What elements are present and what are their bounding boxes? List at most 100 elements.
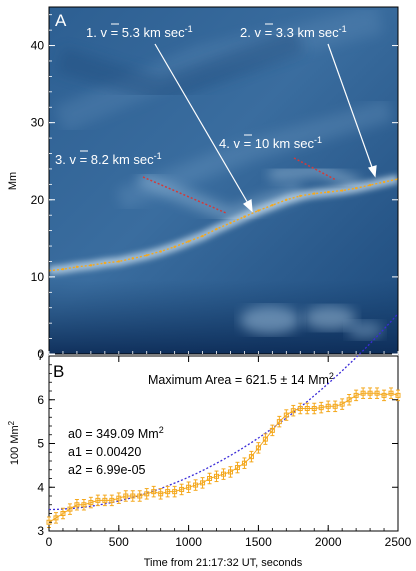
area-point <box>67 506 73 512</box>
panel-a: A 1. v = 5.3 km sec-1 2. v = 3.3 km sec-… <box>7 6 399 361</box>
track-point <box>187 240 190 243</box>
x-tick-label: 1000 <box>175 535 202 549</box>
annotation-2-prefix: 2. <box>240 25 254 40</box>
panel-a-frame <box>48 6 399 355</box>
fit-curve <box>49 313 399 511</box>
area-point <box>130 493 136 499</box>
red-track-3 <box>142 176 227 214</box>
area-point <box>304 406 310 411</box>
annotation-4-prefix: 4. <box>219 136 233 151</box>
svg-text:1. v = 5.3 km sec-1: 1. v = 5.3 km sec-1 <box>86 24 193 40</box>
panel-b-label: B <box>53 362 64 381</box>
area-point <box>255 445 261 451</box>
panel-a-label: A <box>55 11 67 30</box>
area-point <box>200 480 206 486</box>
max-area-text: Maximum Area = 621.5 ± 14 Mm2 <box>148 371 334 387</box>
b-y-tick-label: 5 <box>37 437 44 451</box>
area-point <box>53 515 59 521</box>
y-tick-label: 20 <box>31 193 45 207</box>
area-point <box>297 406 303 411</box>
area-point <box>179 486 185 492</box>
track-point <box>201 234 204 238</box>
panel-b: B Maximum Area = 621.5 ± 14 Mm2 a0 = 349… <box>7 313 412 569</box>
b-y-tick-label: 3 <box>37 524 44 538</box>
max-area-exp: 2 <box>329 371 334 381</box>
track-point <box>243 215 246 218</box>
fit-a2: a2 = 6.99e-05 <box>68 463 146 477</box>
x-axis-label: Time from 21:17:32 UT, seconds <box>144 557 303 569</box>
annotation-3: 3. v = 8.2 km sec-1 <box>55 150 162 167</box>
area-point <box>214 473 220 479</box>
area-point <box>381 392 387 398</box>
area-point <box>88 500 94 506</box>
area-point <box>207 476 213 481</box>
x-tick-label: 1500 <box>245 535 272 549</box>
annotation-1-value: = 5.3 km sec <box>107 25 185 40</box>
annotation-4-value: = 10 km sec <box>240 136 315 151</box>
area-point <box>193 482 199 488</box>
track-point <box>271 203 274 207</box>
x-tick-label: 2500 <box>385 535 412 549</box>
area-point <box>137 493 143 499</box>
area-point <box>116 495 122 501</box>
area-point <box>367 390 373 396</box>
area-point <box>311 406 317 411</box>
area-point <box>158 491 164 497</box>
area-point <box>262 436 268 442</box>
svg-text:3. v = 8.2 km sec-1: 3. v = 8.2 km sec-1 <box>55 151 162 167</box>
annotation-3-value: = 8.2 km sec <box>76 152 154 167</box>
area-point <box>74 502 80 508</box>
area-point <box>172 489 178 495</box>
area-point <box>269 427 275 433</box>
area-point <box>395 392 401 398</box>
area-point <box>241 460 247 466</box>
track-point <box>103 261 107 265</box>
annotation-2-value: = 3.3 km sec <box>261 25 339 40</box>
area-point <box>325 403 331 409</box>
y-tick-label: 30 <box>31 116 45 130</box>
area-point <box>109 497 115 503</box>
annotation-2-v: v <box>254 25 261 40</box>
annotation-4: 4. v = 10 km sec-1 <box>219 134 322 151</box>
track-point <box>75 265 79 269</box>
annotation-2-exp: -1 <box>339 24 347 34</box>
x-tick-label: 2000 <box>315 535 342 549</box>
track-point <box>145 254 148 257</box>
fit-a0-value: a0 = 349.09 Mm <box>68 427 159 441</box>
annotation-3-v: v <box>69 152 76 167</box>
area-point <box>374 390 380 396</box>
panel-a-y-axis: 0 10 20 30 40 <box>31 14 399 361</box>
x-tick-label: 0 <box>46 535 53 549</box>
annotation-1-prefix: 1. <box>86 25 100 40</box>
annotation-1: 1. v = 5.3 km sec-1 <box>86 23 193 40</box>
panel-a-track <box>49 177 398 272</box>
y-tick-label: 0 <box>37 347 44 361</box>
track-point <box>257 209 260 212</box>
track-point <box>229 221 232 225</box>
track-point <box>117 260 121 263</box>
track-point <box>173 245 176 249</box>
fit-a0-exp: 2 <box>159 425 164 435</box>
track-point <box>313 192 316 195</box>
area-point <box>81 502 87 508</box>
area-point <box>360 390 366 396</box>
track-point <box>131 257 134 260</box>
track-point <box>368 183 372 187</box>
annotation-4-v: v <box>233 136 240 151</box>
x-tick-label: 500 <box>109 535 129 549</box>
area-point <box>290 408 296 414</box>
track-point <box>215 227 218 231</box>
annotation-1-exp: -1 <box>185 24 193 34</box>
area-point <box>221 471 226 477</box>
panel-b-ylabel: 100 Mm2 <box>7 420 21 465</box>
area-point <box>95 497 101 503</box>
area-point <box>186 484 192 490</box>
annotation-3-prefix: 3. <box>55 152 69 167</box>
b-y-tick-label: 4 <box>37 480 44 494</box>
track-point <box>89 264 93 267</box>
y-tick-label: 40 <box>31 39 45 53</box>
track-point <box>354 187 358 190</box>
annotation-4-exp: -1 <box>314 135 322 145</box>
b-y-tick-label: 6 <box>37 393 44 407</box>
